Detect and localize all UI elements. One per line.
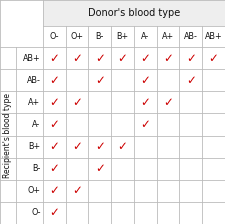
Text: B+: B+ (28, 142, 40, 151)
Text: O+: O+ (27, 186, 40, 195)
Text: B-: B- (32, 164, 40, 173)
Text: ✓: ✓ (49, 207, 59, 220)
Text: A+: A+ (162, 32, 174, 41)
Text: O+: O+ (70, 32, 83, 41)
Text: ✓: ✓ (140, 52, 150, 65)
Text: A-: A- (32, 120, 40, 129)
Bar (43, 0, 225, 26)
Text: ✓: ✓ (95, 52, 105, 65)
Text: ✓: ✓ (117, 140, 127, 153)
Text: ✓: ✓ (95, 140, 105, 153)
Text: ✓: ✓ (72, 140, 82, 153)
Text: ✓: ✓ (72, 52, 82, 65)
Text: ✓: ✓ (209, 52, 218, 65)
Text: ✓: ✓ (49, 118, 59, 131)
Text: B+: B+ (116, 32, 128, 41)
Text: ✓: ✓ (163, 96, 173, 109)
Text: AB+: AB+ (23, 54, 40, 62)
Text: Donor's blood type: Donor's blood type (88, 8, 180, 18)
Text: ✓: ✓ (49, 184, 59, 197)
Text: ✓: ✓ (140, 118, 150, 131)
Text: ✓: ✓ (49, 74, 59, 87)
Text: A+: A+ (28, 98, 40, 107)
Text: ✓: ✓ (140, 96, 150, 109)
Text: ✓: ✓ (49, 162, 59, 175)
Text: ✓: ✓ (186, 52, 196, 65)
Text: Recipient's blood type: Recipient's blood type (3, 93, 12, 178)
Text: ✓: ✓ (72, 96, 82, 109)
Text: ✓: ✓ (140, 74, 150, 87)
Text: ✓: ✓ (49, 140, 59, 153)
Text: ✓: ✓ (186, 74, 196, 87)
Text: ✓: ✓ (49, 96, 59, 109)
Text: ✓: ✓ (163, 52, 173, 65)
Text: AB-: AB- (27, 76, 40, 85)
Text: AB-: AB- (184, 32, 198, 41)
Text: ✓: ✓ (49, 52, 59, 65)
Text: A-: A- (141, 32, 149, 41)
Text: ✓: ✓ (95, 162, 105, 175)
Text: ✓: ✓ (72, 184, 82, 197)
Text: O-: O- (50, 32, 59, 41)
Text: ✓: ✓ (117, 52, 127, 65)
Text: ✓: ✓ (95, 74, 105, 87)
Text: B-: B- (96, 32, 104, 41)
Text: O-: O- (31, 209, 40, 218)
Text: AB+: AB+ (205, 32, 223, 41)
